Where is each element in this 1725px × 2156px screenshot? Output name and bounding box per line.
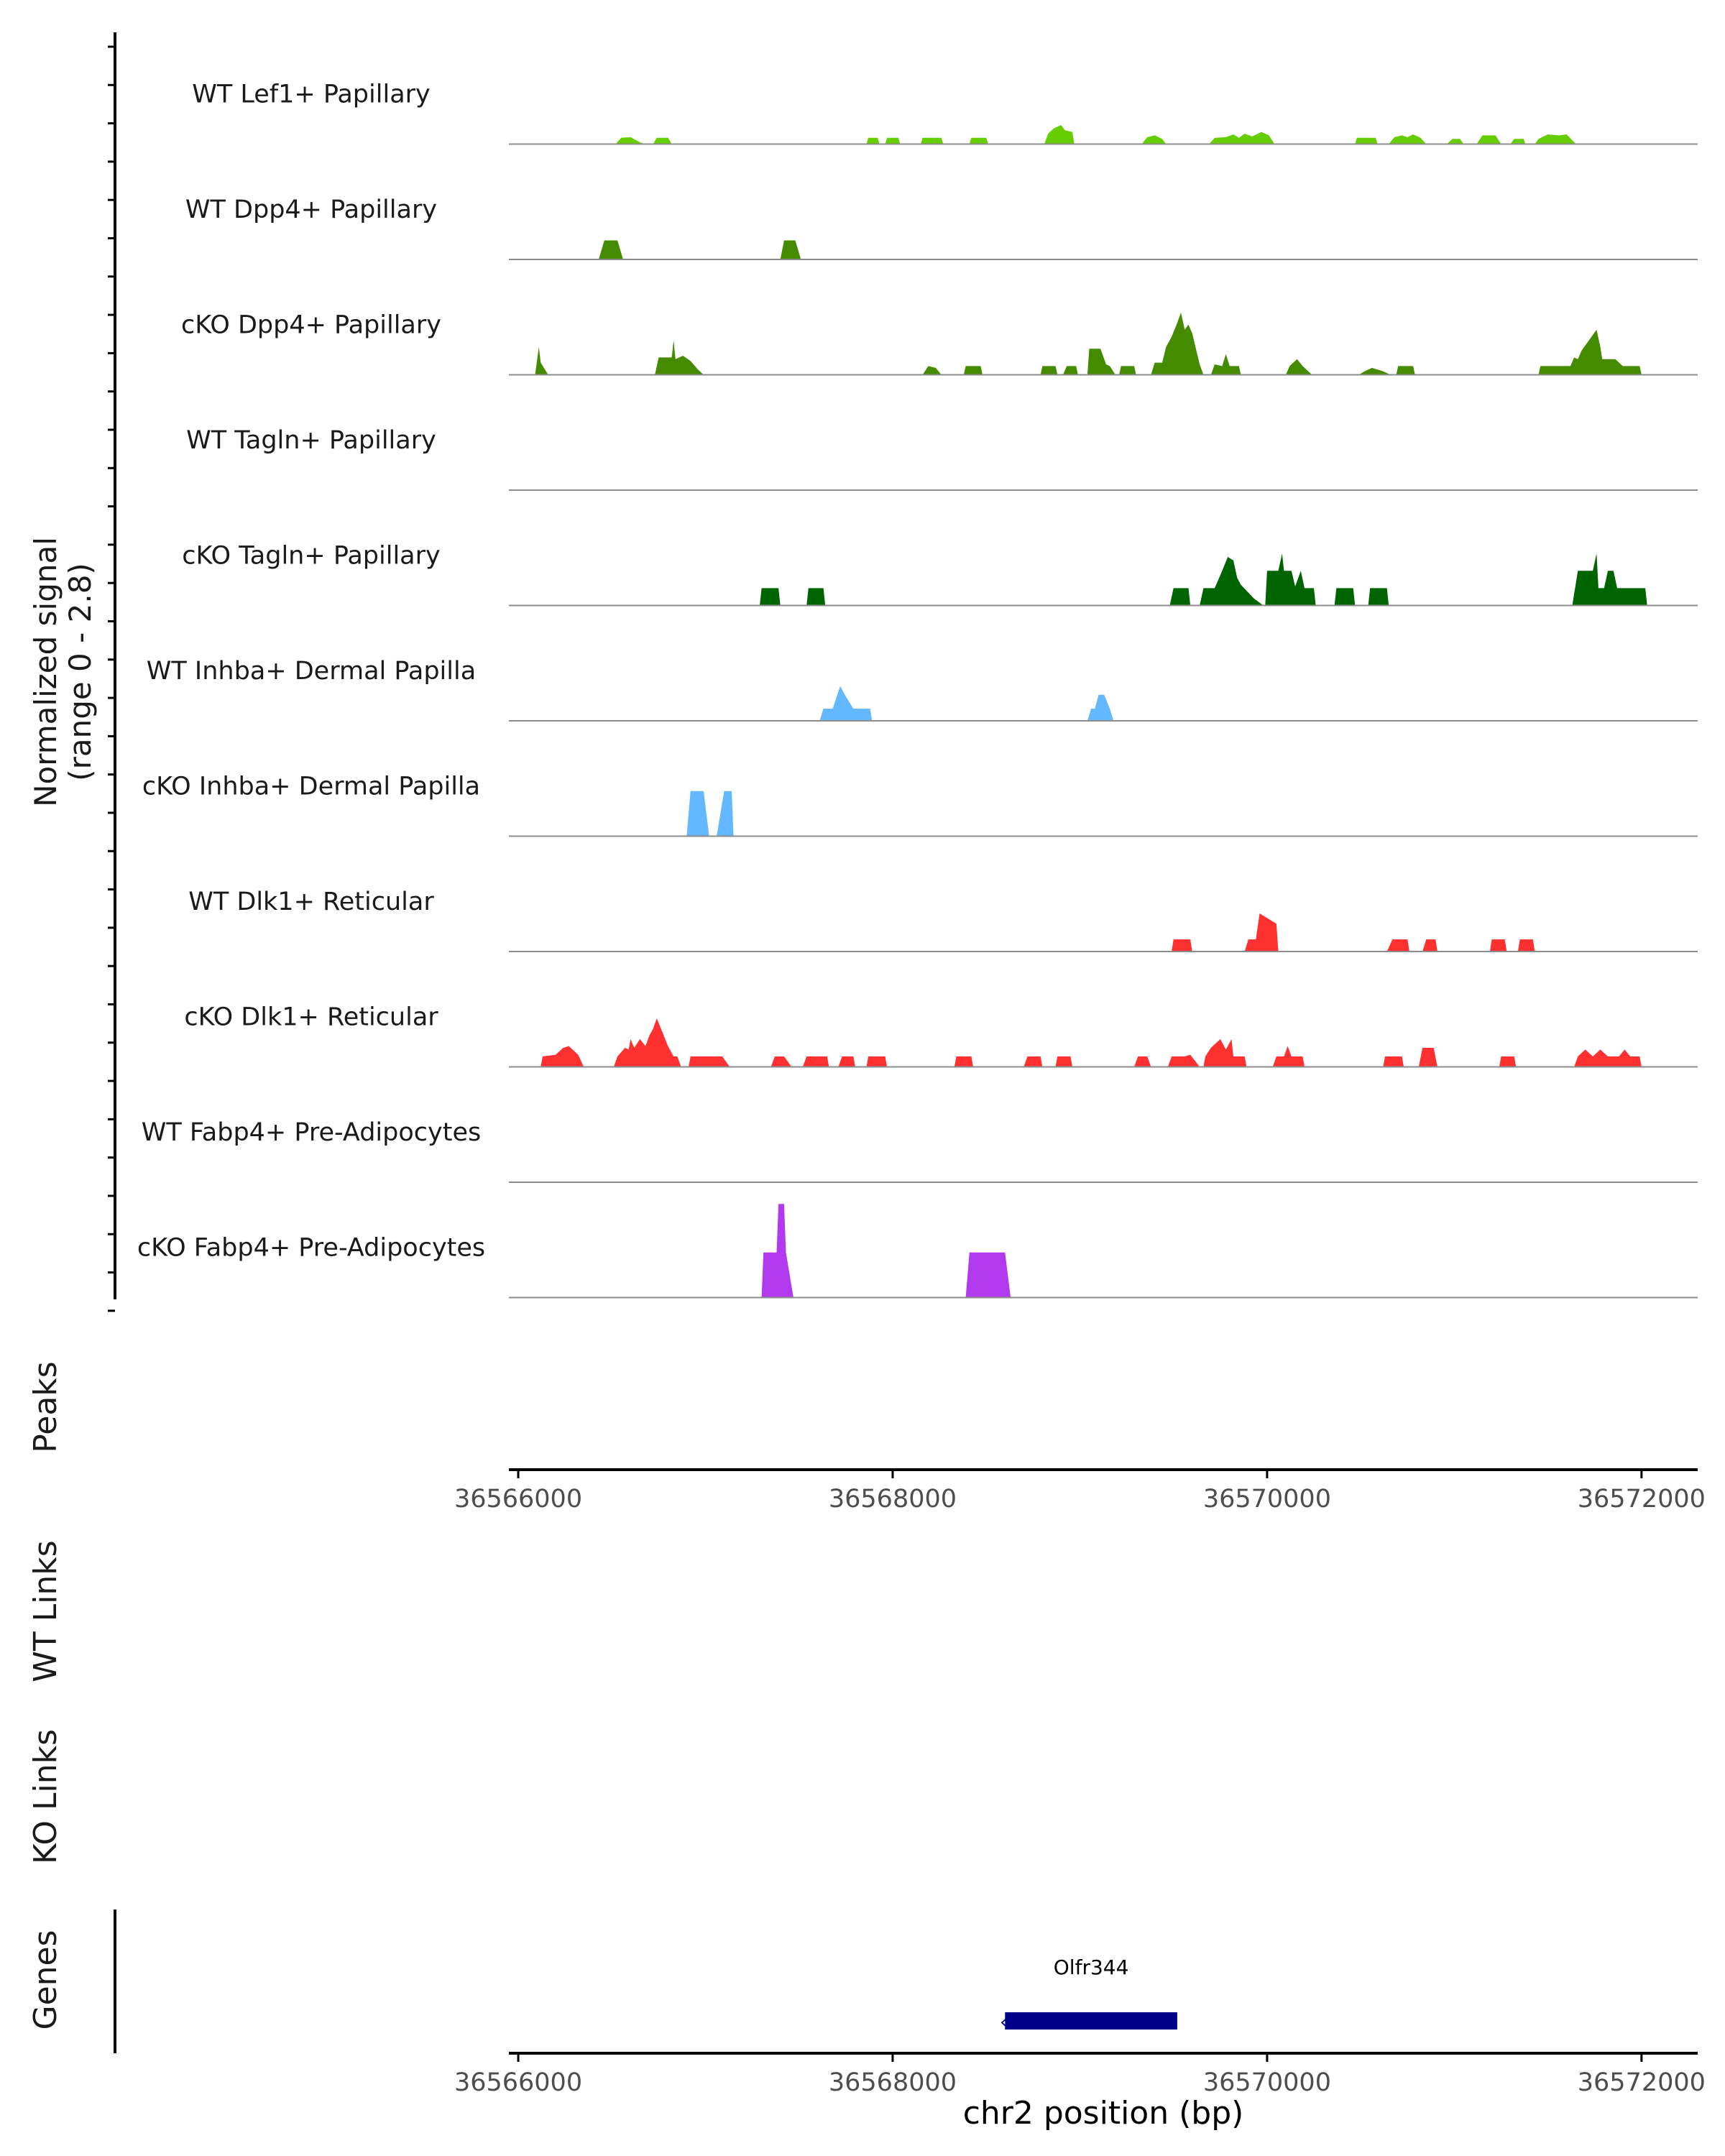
track-label: WT Tagln+ Papillary — [186, 426, 436, 455]
signal-y-axis-ticks — [108, 45, 115, 1312]
peaks-panel-label: Peaks — [27, 1361, 64, 1452]
track-label: cKO Fabp4+ Pre-Adipocytes — [137, 1234, 485, 1263]
x-tick-label: 36566000 — [454, 1485, 582, 1514]
x-tick-label: 36568000 — [829, 2068, 957, 2097]
track-coverage-area — [535, 312, 1642, 375]
track-coverage-area — [540, 1018, 1642, 1067]
track-coverage-area — [615, 125, 1644, 144]
track-label: WT Dlk1+ Reticular — [188, 888, 434, 916]
wt-links-panel-label: WT Links — [27, 1540, 64, 1682]
track-3: cKO Dpp4+ Papillary — [181, 311, 1698, 376]
track-coverage-area — [761, 1204, 1011, 1298]
track-1: WT Lef1+ Papillary — [192, 80, 1698, 145]
x-tick-label: 36566000 — [454, 2068, 582, 2097]
track-coverage-area — [599, 240, 801, 259]
track-4: WT Tagln+ Papillary — [186, 426, 1698, 491]
track-coverage-area — [1172, 913, 1535, 952]
track-10: WT Fabp4+ Pre-Adipocytes — [142, 1118, 1698, 1183]
track-label: WT Lef1+ Papillary — [192, 80, 431, 109]
track-11: cKO Fabp4+ Pre-Adipocytes — [137, 1204, 1698, 1299]
x-tick-label: 36572000 — [1578, 1485, 1706, 1514]
track-7: cKO Inhba+ Dermal Papilla — [142, 773, 1698, 837]
x-axis-title: chr2 position (bp) — [963, 2095, 1244, 2132]
track-label: WT Fabp4+ Pre-Adipocytes — [142, 1118, 481, 1147]
track-label: WT Inhba+ Dermal Papilla — [147, 657, 476, 686]
x-tick-label: 36572000 — [1578, 2068, 1706, 2097]
gene-olfr344-label: Olfr344 — [1054, 1955, 1129, 1979]
signal-y-axis-label: Normalized signal — [28, 537, 63, 807]
coverage-tracks: WT Lef1+ Papillary WT Dpp4+ Papillary cKO … — [137, 80, 1698, 1299]
track-label: cKO Tagln+ Papillary — [182, 542, 441, 571]
track-coverage-area — [760, 553, 1647, 606]
genes-x-axis: 36566000 36568000 36570000 36572000 — [454, 2053, 1706, 2097]
track-label: cKO Dlk1+ Reticular — [184, 1003, 438, 1032]
track-2: WT Dpp4+ Papillary — [185, 195, 1698, 260]
track-5: cKO Tagln+ Papillary — [182, 542, 1698, 607]
gene-strand-arrow-icon: ‹ — [1000, 2012, 1007, 2033]
track-label: cKO Dpp4+ Papillary — [181, 311, 441, 340]
track-6: WT Inhba+ Dermal Papilla — [147, 657, 1698, 722]
x-tick-label: 36570000 — [1203, 2068, 1331, 2097]
track-coverage-area — [819, 686, 1114, 721]
track-8: WT Dlk1+ Reticular — [188, 888, 1698, 952]
gene-olfr344-body[interactable] — [1005, 2012, 1177, 2030]
ko-links-panel-label: KO Links — [27, 1729, 64, 1864]
genes-panel-label: Genes — [27, 1930, 64, 2030]
track-coverage-area — [686, 791, 734, 837]
peaks-x-axis: 36566000 36568000 36570000 36572000 — [454, 1470, 1706, 1514]
signal-y-axis-range-label: (range 0 - 2.8) — [63, 563, 98, 781]
gene-annotation: ‹ Olfr344 — [1000, 1955, 1177, 2033]
track-label: cKO Inhba+ Dermal Papilla — [142, 773, 480, 801]
x-tick-label: 36570000 — [1203, 1485, 1331, 1514]
track-9: cKO Dlk1+ Reticular — [184, 1003, 1698, 1068]
x-tick-label: 36568000 — [829, 1485, 957, 1514]
track-label: WT Dpp4+ Papillary — [185, 195, 437, 224]
